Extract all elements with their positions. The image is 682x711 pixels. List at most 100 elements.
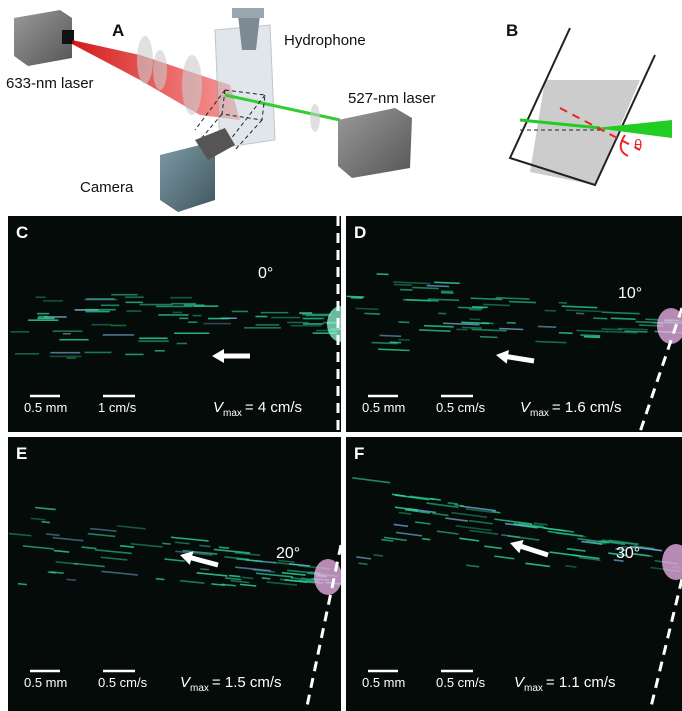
wall-line bbox=[304, 544, 341, 711]
particle-streak bbox=[119, 544, 135, 548]
particle-streak bbox=[419, 329, 451, 332]
particle-streak bbox=[447, 502, 458, 505]
flow-arrow-shaft bbox=[517, 543, 549, 558]
particle-streak bbox=[466, 564, 480, 568]
particle-streak bbox=[393, 283, 412, 287]
particle-streak bbox=[405, 298, 439, 302]
laser-label: 527-nm laser bbox=[348, 90, 436, 107]
particle-streak bbox=[434, 281, 460, 285]
particle-streak bbox=[429, 497, 441, 501]
panel-letter: C bbox=[16, 223, 28, 242]
particle-streak bbox=[472, 305, 488, 309]
panel-letter: F bbox=[354, 444, 364, 463]
particle-streak bbox=[281, 571, 306, 576]
particle-streak bbox=[379, 334, 402, 338]
particle-streak bbox=[565, 564, 577, 568]
flow-arrow-shaft bbox=[187, 554, 219, 568]
velocity-scale-label: 0.5 cm/s bbox=[436, 400, 486, 415]
video-background bbox=[346, 437, 682, 711]
particle-streak bbox=[585, 540, 607, 545]
liquid bbox=[530, 80, 640, 185]
laser-633-box bbox=[14, 10, 72, 66]
angle-label: 0° bbox=[258, 265, 273, 282]
video-frame bbox=[346, 437, 682, 711]
particle-streak bbox=[451, 511, 488, 519]
particle-streak bbox=[518, 522, 545, 528]
vmax-value: = 1.6 cm/s bbox=[552, 399, 622, 416]
camera-label: Camera bbox=[80, 179, 134, 196]
particle-streak bbox=[213, 548, 251, 554]
particle-streak bbox=[174, 541, 190, 545]
vmax-symbol: V bbox=[213, 399, 225, 416]
particle-streak bbox=[471, 328, 507, 332]
particle-streak bbox=[255, 572, 294, 578]
particle-streak bbox=[273, 561, 297, 566]
particle-streak bbox=[418, 510, 431, 514]
angle-label: 30° bbox=[616, 545, 640, 562]
particle-streak bbox=[162, 542, 171, 545]
particle-streak bbox=[491, 510, 501, 514]
particle-streak bbox=[494, 555, 515, 560]
particle-streak bbox=[469, 529, 499, 535]
particle-streak bbox=[378, 348, 410, 352]
particle-streak bbox=[494, 518, 533, 525]
angle-symbol: θ bbox=[634, 137, 642, 154]
particle-streak bbox=[52, 536, 84, 542]
angle-label: 20° bbox=[276, 545, 300, 562]
particle-streak bbox=[182, 549, 218, 555]
particle-streak bbox=[394, 494, 430, 501]
video-panel: D 10° 0.5 mm 0.5 cm/s Vmax = 1.6 cm/s bbox=[346, 216, 682, 432]
green-beam bbox=[224, 93, 341, 122]
angle-arc bbox=[619, 134, 629, 157]
particle-streak bbox=[53, 549, 70, 553]
vmax-label: Vmax = 4 cm/s bbox=[213, 399, 302, 419]
particle-streak bbox=[461, 326, 483, 330]
particle-streak bbox=[130, 542, 163, 548]
particle-streak bbox=[346, 295, 365, 298]
particle-streak bbox=[373, 553, 384, 557]
particle-streak bbox=[543, 527, 567, 532]
particle-streak bbox=[17, 582, 27, 586]
particle-streak bbox=[155, 577, 165, 581]
particle-streak bbox=[483, 303, 510, 307]
particle-streak bbox=[565, 309, 602, 313]
particle-streak bbox=[236, 558, 264, 563]
particle-streak bbox=[578, 556, 601, 562]
particle-streak bbox=[398, 511, 412, 515]
particle-streak bbox=[364, 312, 381, 315]
length-scale-label: 0.5 mm bbox=[24, 675, 67, 690]
laser-aperture bbox=[62, 30, 74, 44]
length-scale-label: 0.5 mm bbox=[362, 400, 405, 415]
video-frame bbox=[8, 437, 341, 711]
particle-streak bbox=[508, 300, 536, 304]
video-frame bbox=[8, 216, 341, 432]
length-scale-label: 0.5 mm bbox=[24, 400, 67, 415]
particle-streak bbox=[593, 317, 608, 320]
camera-lens bbox=[195, 128, 235, 160]
focus-glow bbox=[657, 308, 682, 344]
particle-streak bbox=[495, 296, 530, 300]
particle-streak bbox=[455, 525, 492, 532]
vmax-symbol: V bbox=[514, 674, 526, 691]
particle-streak bbox=[393, 281, 431, 285]
particle-streak bbox=[218, 546, 230, 549]
particle-streak bbox=[395, 531, 423, 537]
particle-streak bbox=[116, 525, 146, 530]
particle-streak bbox=[633, 545, 655, 550]
flow-arrow-head bbox=[180, 551, 194, 565]
particle-streak bbox=[415, 521, 431, 525]
laser-label: 633-nm laser bbox=[6, 75, 94, 92]
particle-streak bbox=[356, 556, 372, 560]
particle-streak bbox=[577, 537, 610, 544]
particle-streak bbox=[45, 533, 60, 537]
panel-letter: B bbox=[506, 21, 518, 40]
particle-streak bbox=[484, 545, 502, 550]
vmax-label: Vmax = 1.1 cm/s bbox=[514, 674, 616, 694]
cuvette-outline bbox=[508, 27, 656, 187]
particle-streak bbox=[221, 583, 236, 587]
flow-arrow-head bbox=[510, 539, 524, 554]
particle-streak bbox=[610, 317, 636, 320]
particle-streak bbox=[200, 568, 210, 571]
particle-streak bbox=[394, 506, 418, 511]
